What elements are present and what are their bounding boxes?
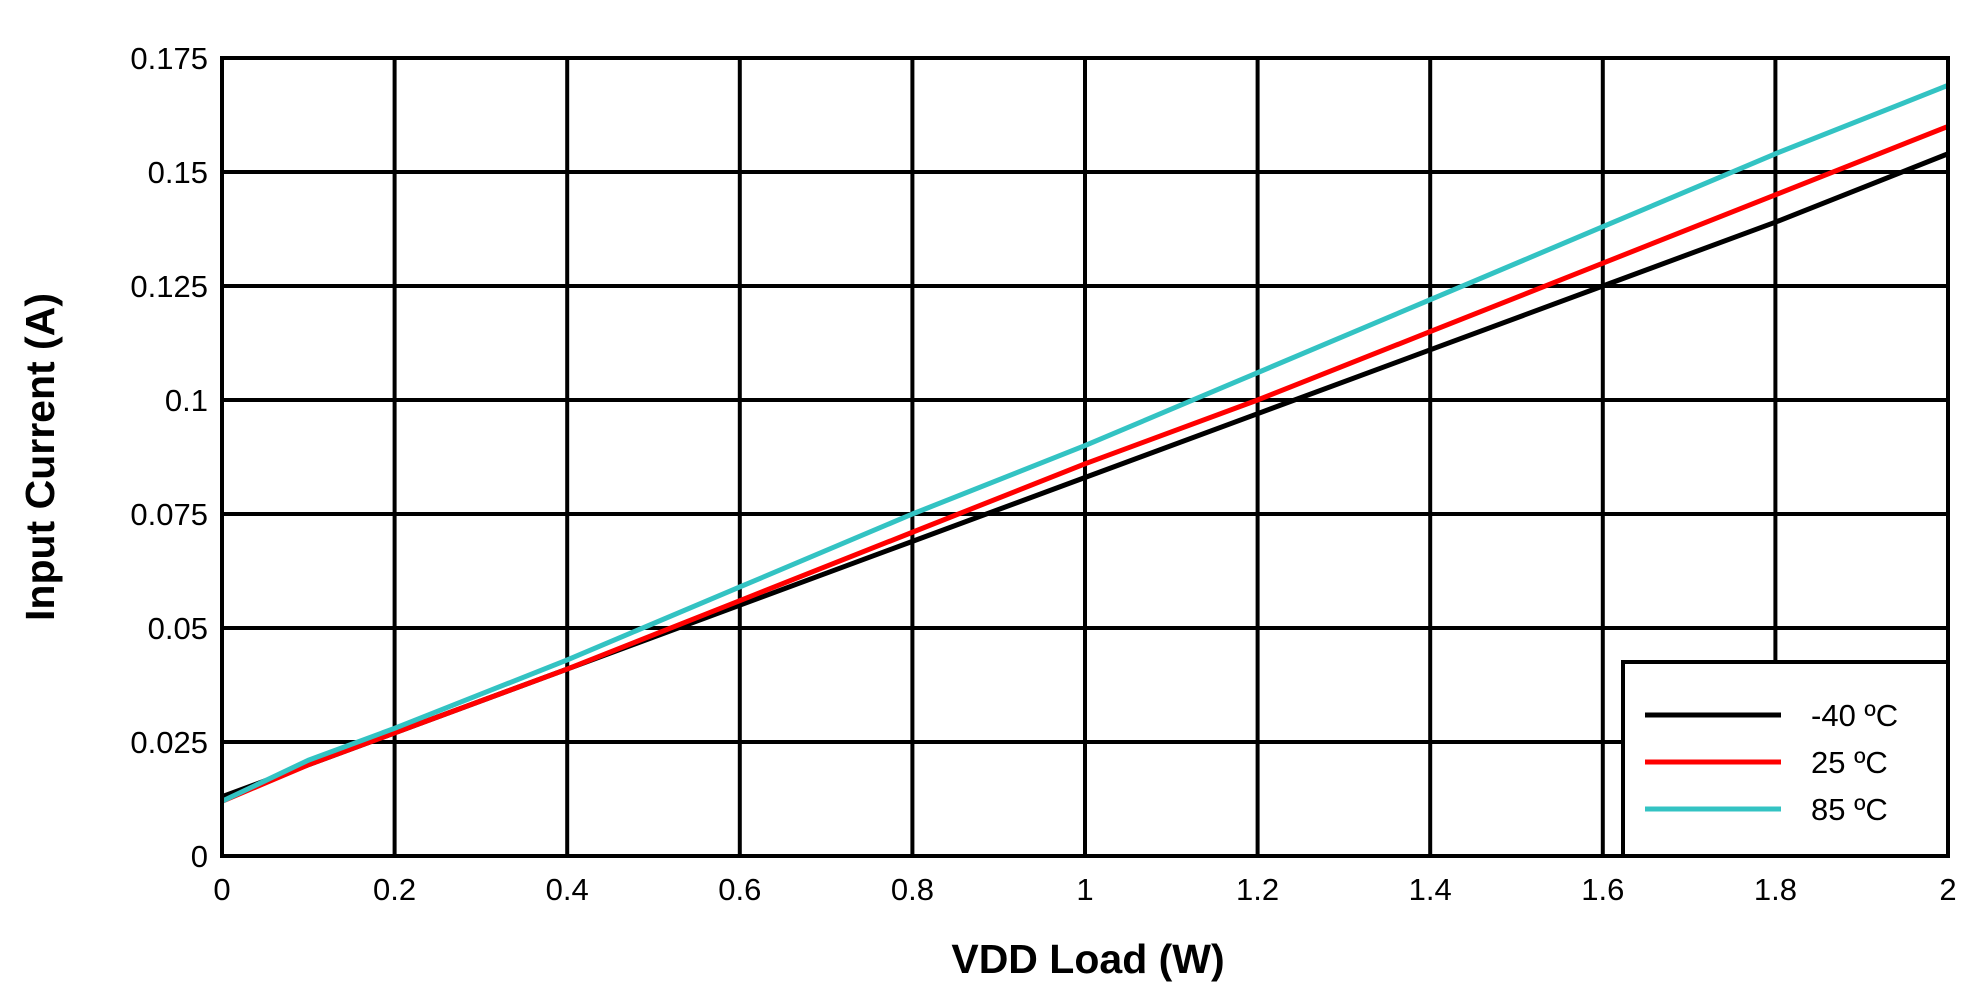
x-tick-label: 1.4: [1409, 872, 1452, 907]
x-tick-label: 0.4: [546, 872, 589, 907]
y-tick-label: 0.125: [130, 269, 208, 304]
legend-box: [1621, 660, 1950, 858]
y-tick-label: 0.15: [148, 155, 208, 190]
y-axis-title: Input Current (A): [17, 293, 63, 621]
series-line: [220, 83, 1949, 804]
y-tick-label: 0.075: [130, 497, 208, 532]
x-tick-label: 1: [1076, 872, 1093, 907]
x-tick-label: 2: [1939, 872, 1956, 907]
x-axis-title: VDD Load (W): [951, 936, 1224, 982]
series-lines: [220, 83, 1949, 804]
x-tick-label: 1.6: [1581, 872, 1624, 907]
y-tick-label: 0: [191, 839, 208, 874]
x-tick-label: 0.6: [718, 872, 761, 907]
legend-label: 25 ºC: [1811, 745, 1888, 780]
x-tick-label: 0.8: [891, 872, 934, 907]
legend: -40 ºC 25 ºC 85 ºC: [1621, 660, 1950, 858]
legend-label: 85 ºC: [1811, 792, 1888, 827]
y-tick-label: 0.05: [148, 611, 208, 646]
x-tick-label: 0: [213, 872, 230, 907]
plot-frame: [220, 56, 1950, 858]
x-tick-label: 0.2: [373, 872, 416, 907]
x-tick-label: 1.2: [1236, 872, 1279, 907]
x-tick-label: 1.8: [1754, 872, 1797, 907]
y-tick-label: 0.025: [130, 725, 208, 760]
x-tick-labels: 0 0.2 0.4 0.6 0.8 1 1.2 1.4 1.6 1.8 2: [213, 872, 1956, 907]
y-tick-label: 0.175: [130, 41, 208, 76]
y-tick-labels: 0 0.025 0.05 0.075 0.1 0.125 0.15 0.175: [130, 41, 208, 874]
y-tick-label: 0.1: [165, 383, 208, 418]
series-line: [221, 124, 1949, 804]
legend-label: -40 ºC: [1811, 698, 1898, 733]
